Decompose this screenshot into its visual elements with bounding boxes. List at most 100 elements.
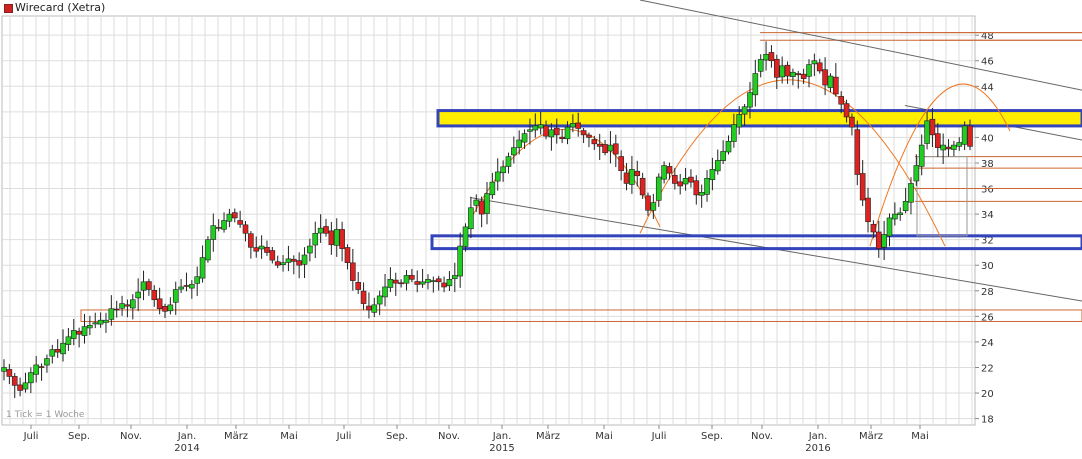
candle-body	[215, 227, 222, 229]
candle-body	[913, 165, 920, 182]
candle-body	[666, 166, 673, 174]
candle-body	[484, 193, 490, 214]
candle-body	[446, 278, 453, 287]
candle-body	[736, 114, 743, 128]
candle-body	[945, 146, 952, 150]
candle-body	[178, 286, 184, 290]
candle-body	[704, 178, 710, 195]
candle-body	[371, 304, 378, 313]
candle-body	[226, 213, 233, 222]
tick-note: 1 Tick = 1 Woche	[6, 410, 85, 420]
y-tick-label: 34	[981, 210, 994, 221]
candle-body	[757, 59, 764, 72]
x-tick-label: Sep.	[386, 431, 408, 442]
candle-body	[33, 364, 40, 375]
candle-body	[22, 382, 29, 390]
candle-body	[881, 234, 887, 248]
candle-body	[908, 183, 914, 203]
candle-body	[843, 103, 850, 118]
candle-body	[441, 282, 447, 288]
y-tick-label: 18	[981, 415, 994, 426]
candle-body	[231, 212, 238, 219]
candle-body	[854, 129, 861, 175]
candle-body	[612, 143, 619, 155]
candle-body	[559, 136, 565, 140]
candle-body	[108, 308, 115, 320]
candle-body	[258, 245, 265, 250]
candle-body	[264, 246, 270, 253]
x-year-label: 2014	[174, 443, 199, 454]
candle-body	[827, 75, 834, 88]
candle-body	[918, 144, 925, 167]
candle-body	[672, 174, 678, 184]
candle-body	[661, 165, 667, 180]
candle-body	[70, 330, 77, 339]
candle-body	[140, 281, 147, 291]
candle-body	[494, 171, 501, 182]
y-tick-label: 24	[981, 338, 994, 349]
candle-body	[124, 304, 131, 307]
candle-body	[360, 290, 367, 304]
candle-body	[591, 139, 598, 145]
candle-body	[135, 291, 141, 299]
candle-body	[11, 376, 18, 386]
candle-body	[677, 181, 684, 187]
candle-body	[119, 303, 125, 309]
candle-body	[747, 92, 753, 108]
candle-body	[317, 227, 324, 234]
candle-body	[344, 247, 351, 263]
candle-body	[183, 285, 190, 287]
x-tick-label: Juli	[651, 431, 667, 442]
candle-body	[934, 133, 941, 148]
candle-body	[81, 326, 88, 336]
candle-body	[76, 330, 82, 335]
candle-body	[811, 60, 818, 65]
candle-body	[290, 258, 297, 262]
candle-body	[516, 139, 523, 148]
candle-body	[698, 192, 705, 196]
candle-body	[725, 140, 732, 153]
x-tick-label: Nov.	[120, 431, 142, 442]
x-tick-label: Juli	[23, 431, 39, 442]
candle-body	[527, 129, 533, 132]
candle-body	[435, 278, 442, 283]
candle-body	[248, 233, 254, 248]
candle-body	[629, 169, 635, 185]
candle-body	[553, 127, 560, 136]
candle-body	[242, 224, 249, 234]
candle-body	[543, 125, 549, 137]
candle-body	[382, 286, 388, 298]
trend-line-upper	[639, 0, 1082, 91]
x-tick-label: Mai	[911, 431, 929, 442]
y-tick-label: 40	[981, 133, 994, 144]
candle-body	[350, 262, 356, 281]
candle-body	[500, 166, 506, 174]
candle-body	[833, 76, 839, 95]
candle-body	[387, 278, 394, 288]
candle-body	[199, 257, 206, 279]
candle-body	[274, 261, 281, 266]
candle-body	[1, 367, 7, 372]
candle-body	[741, 106, 748, 115]
candle-body	[693, 180, 700, 196]
candle-body	[17, 384, 23, 391]
y-tick-label: 22	[981, 363, 994, 374]
arc-head	[639, 79, 946, 247]
candle-body	[28, 372, 34, 384]
y-tick-label: 26	[981, 312, 994, 323]
candle-body	[645, 195, 651, 211]
candle-body	[339, 229, 345, 249]
candle-body	[639, 177, 646, 196]
candle-body	[521, 133, 528, 143]
candle-body	[468, 207, 474, 230]
candle-body	[607, 144, 614, 152]
candle-body	[886, 217, 893, 237]
candle-body	[451, 275, 458, 279]
candle-body	[172, 289, 179, 303]
candle-body	[849, 116, 855, 128]
candle-body	[806, 64, 812, 77]
candle-body	[768, 52, 775, 62]
candle-body	[865, 197, 871, 223]
candle-body	[961, 125, 968, 145]
